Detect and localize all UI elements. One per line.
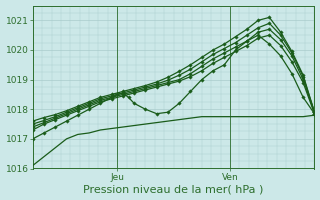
X-axis label: Pression niveau de la mer( hPa ): Pression niveau de la mer( hPa ) <box>84 184 264 194</box>
